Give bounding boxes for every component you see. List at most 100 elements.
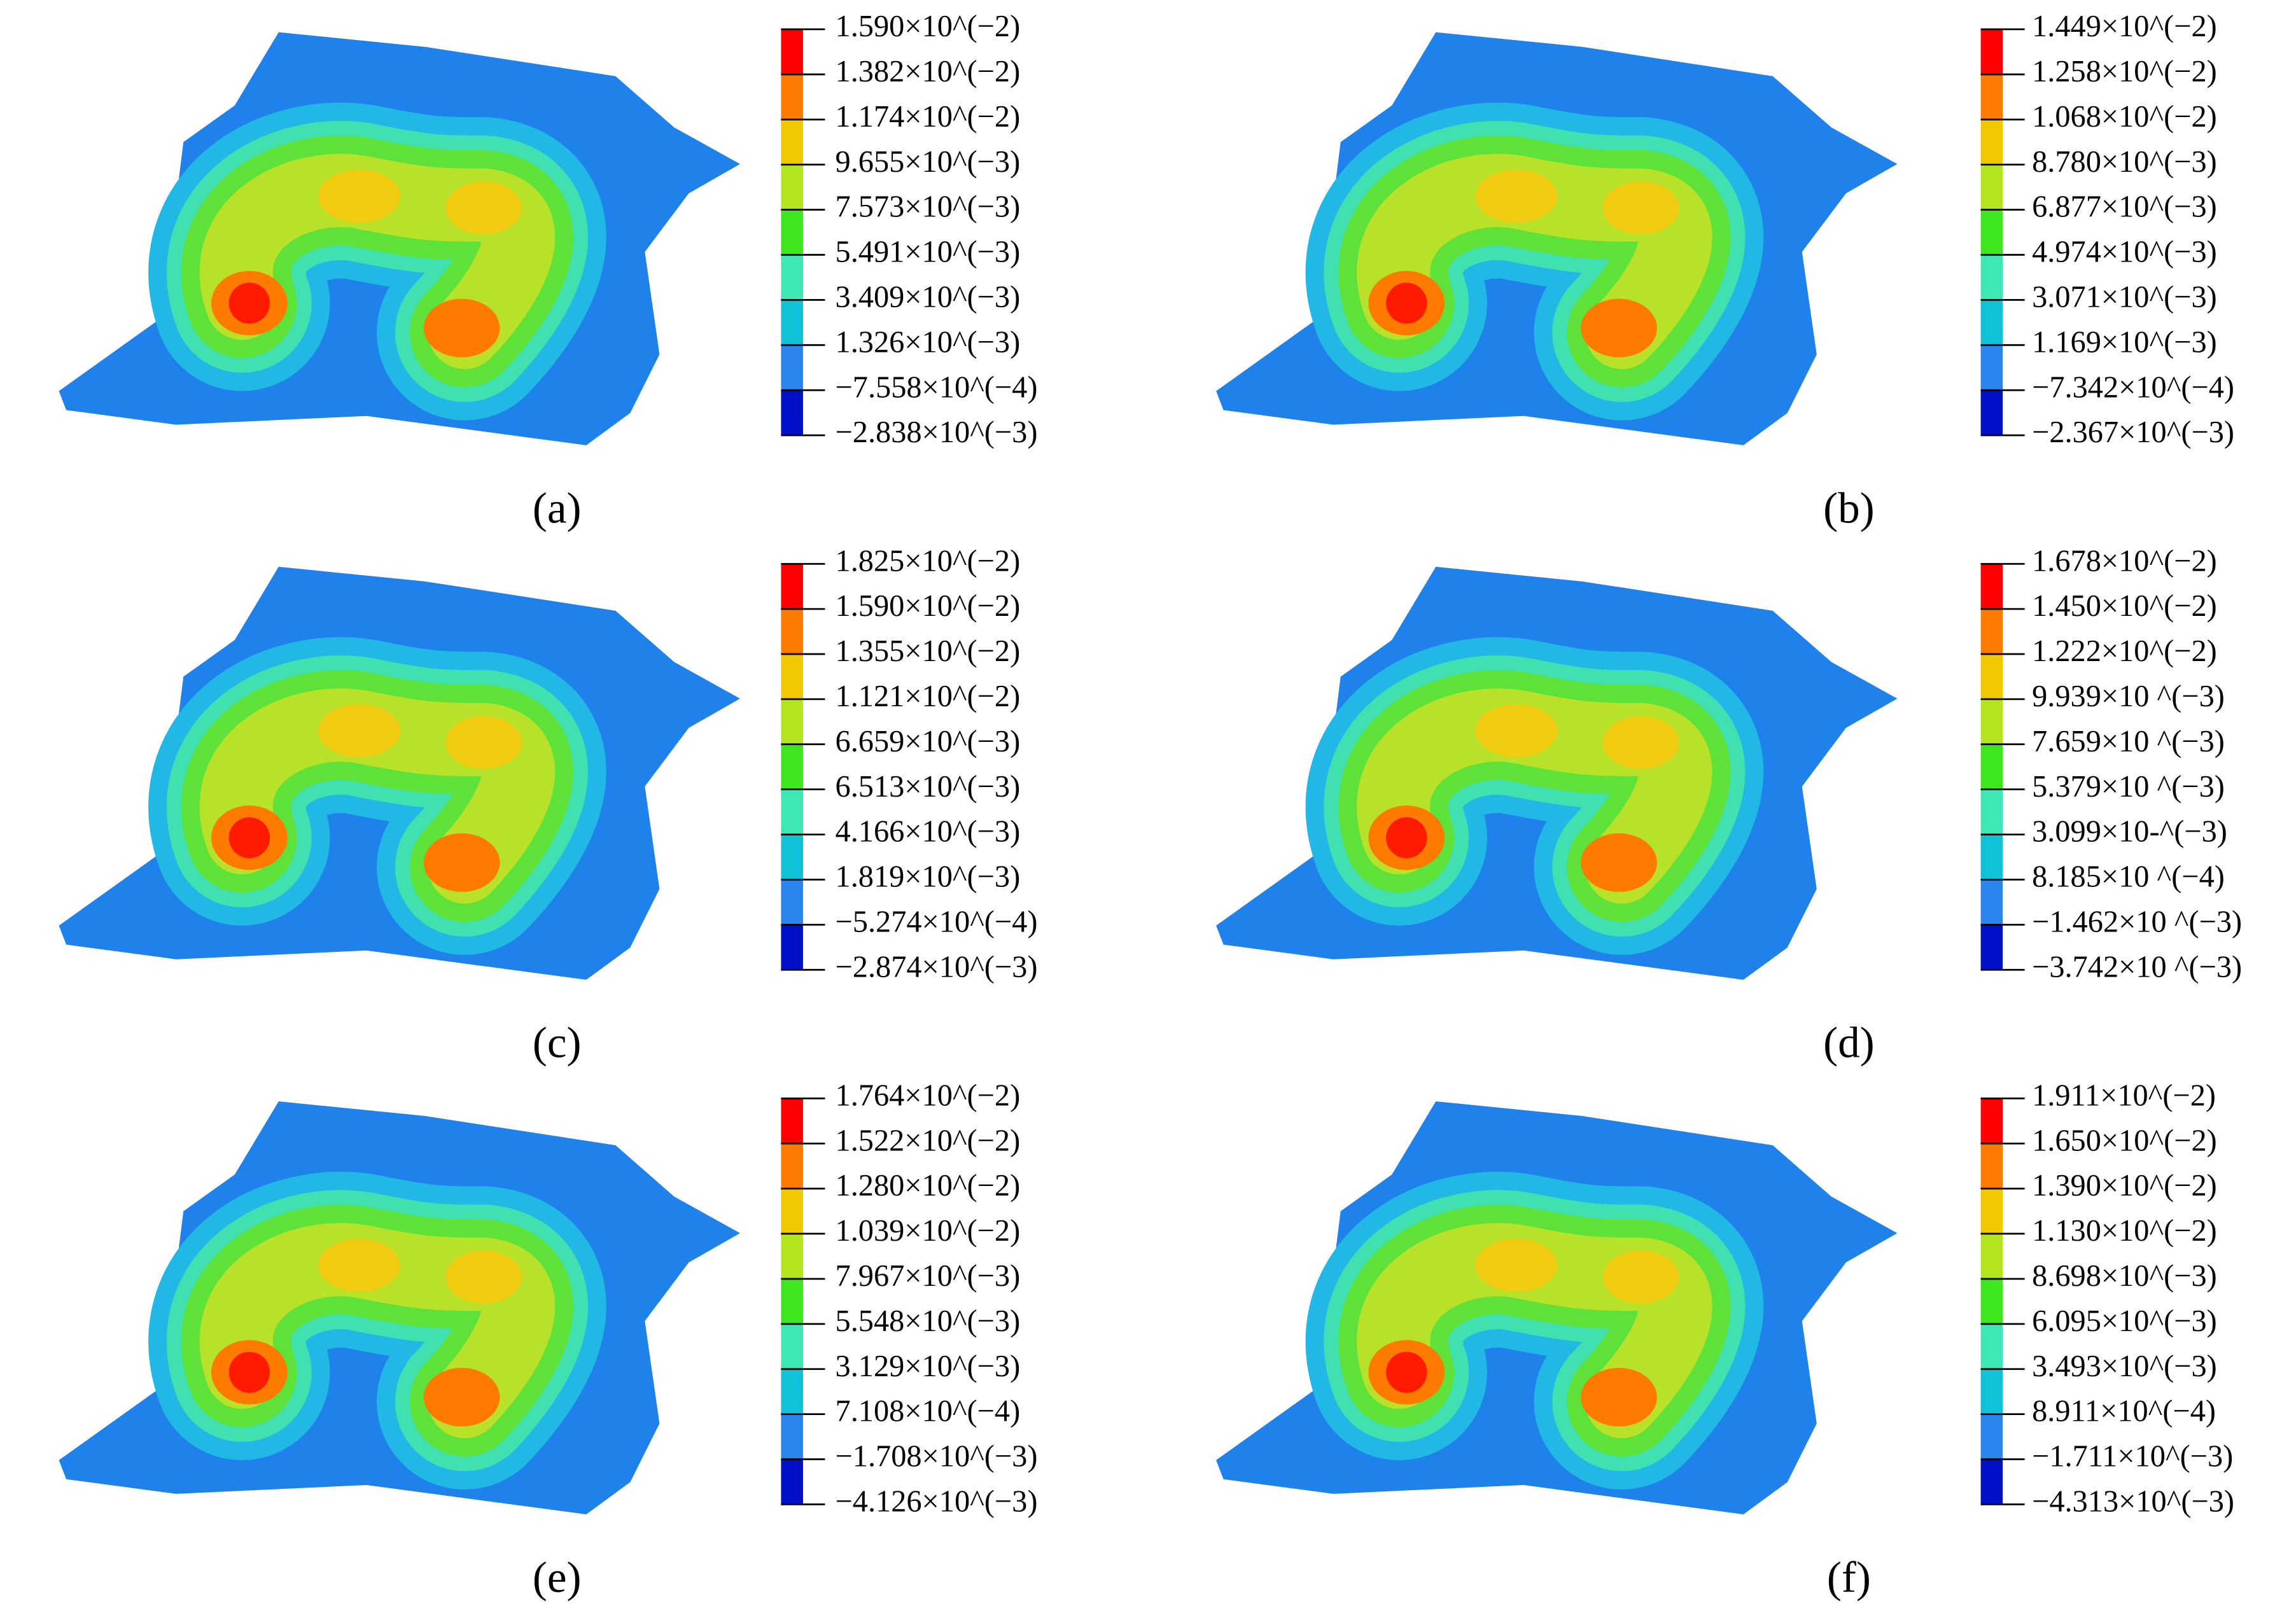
colorbar-segment	[781, 834, 803, 880]
colorbar-label: 1.450×10^(−2)	[2032, 589, 2217, 623]
colorbar-label: −1.711×10^(−3)	[2032, 1440, 2233, 1474]
colorbar-segment	[781, 74, 803, 120]
colorbar-segment	[781, 1234, 803, 1279]
colorbar-segment	[1980, 789, 2003, 835]
colorbar-label: 5.491×10^(−3)	[836, 235, 1021, 269]
colorbar-label: 9.939×10 ^(−3)	[2032, 680, 2225, 713]
colorbar-label: 7.573×10^(−3)	[836, 190, 1021, 224]
colorbar-label: 1.258×10^(−2)	[2032, 55, 2217, 88]
colorbar-label: 1.068×10^(−2)	[2032, 100, 2217, 134]
colorbar-segment	[1980, 1278, 2003, 1324]
colorbar-label: 4.166×10^(−3)	[836, 815, 1021, 849]
colorbar-label: −2.367×10^(−3)	[2032, 415, 2234, 449]
colorbar-segment	[1980, 209, 2003, 255]
colorbar-label: 1.174×10^(−2)	[836, 100, 1021, 134]
panel: 1.590×10^(−2) 1.382×10^(−2) 1.174×10^(−2) 9…	[59, 10, 1038, 532]
colorbar-label: 1.355×10^(−2)	[836, 634, 1021, 668]
panel: 1.678×10^(−2) 1.450×10^(−2) 1.222×10^(−2) 9…	[1216, 544, 2242, 1066]
colorbar-label: −3.742×10 ^(−3)	[2032, 950, 2242, 984]
colorbar-label: −2.838×10^(−3)	[836, 415, 1038, 449]
colorbar-segment	[1980, 699, 2003, 744]
colorbar-segment	[1980, 834, 2003, 880]
colorbar-label: −1.708×10^(−3)	[836, 1440, 1038, 1474]
colorbar-label: 1.130×10^(−2)	[2032, 1214, 2217, 1248]
colorbar-segment	[781, 300, 803, 345]
panel: 1.825×10^(−2) 1.590×10^(−2) 1.355×10^(−2) 1…	[59, 544, 1038, 1067]
colorbar-label: 9.655×10^(−3)	[836, 145, 1021, 179]
colorbar-label: 6.513×10^(−3)	[836, 770, 1021, 804]
panel: 1.764×10^(−2) 1.522×10^(−2) 1.280×10^(−2) 1…	[59, 1078, 1038, 1601]
colorbar-segment	[781, 789, 803, 835]
colorbar-segment	[1980, 1459, 2003, 1505]
colorbar-segment	[781, 255, 803, 300]
panel-caption: (c)	[533, 1018, 582, 1067]
colorbar-segment	[781, 924, 803, 970]
colorbar-segment	[781, 1369, 803, 1414]
colorbar-label: 8.780×10^(−3)	[2032, 145, 2217, 179]
colorbar-label: 5.379×10 ^(−3)	[2032, 770, 2225, 804]
colorbar-label: 1.825×10^(−2)	[836, 544, 1021, 578]
contour-plot	[1216, 567, 1897, 980]
colorbar-label: 3.071×10^(−3)	[2032, 281, 2217, 314]
colorbar-label: 5.548×10^(−3)	[836, 1304, 1021, 1338]
colorbar-label: 3.129×10^(−3)	[836, 1349, 1021, 1383]
colorbar-segment	[781, 1459, 803, 1505]
colorbar-segment	[781, 1189, 803, 1234]
colorbar-label: −7.342×10^(−4)	[2032, 370, 2234, 404]
colorbar-segment	[1980, 879, 2003, 925]
colorbar-segment	[1980, 924, 2003, 970]
colorbar-label: −4.126×10^(−3)	[836, 1485, 1038, 1519]
colorbar-segment	[1980, 255, 2003, 300]
colorbar-segment	[1980, 1098, 2003, 1144]
colorbar-segment	[781, 209, 803, 255]
colorbar-segment	[1980, 29, 2003, 74]
colorbar-label: 3.493×10^(−3)	[2032, 1349, 2217, 1383]
panel-caption: (e)	[533, 1552, 582, 1601]
colorbar-segment	[1980, 1189, 2003, 1234]
colorbar-segment	[1980, 1369, 2003, 1414]
colorbar-segment	[1980, 390, 2003, 436]
colorbar-label: 1.819×10^(−3)	[836, 860, 1021, 894]
colorbar-segment	[1980, 119, 2003, 165]
panel-caption: (d)	[1823, 1018, 1875, 1067]
colorbar-label: 3.099×10-^(−3)	[2032, 815, 2227, 849]
colorbar-label: −2.874×10^(−3)	[836, 950, 1038, 984]
colorbar-segment	[1980, 300, 2003, 345]
colorbar-label: 1.911×10^(−2)	[2032, 1078, 2216, 1112]
colorbar-label: 1.326×10^(−3)	[836, 325, 1021, 359]
colorbar-segment	[781, 564, 803, 610]
colorbar-label: 1.390×10^(−2)	[2032, 1169, 2217, 1203]
colorbar-segment	[1980, 164, 2003, 210]
colorbar-segment	[1980, 609, 2003, 654]
colorbar-label: 6.659×10^(−3)	[836, 725, 1021, 758]
colorbar-label: 1.222×10^(−2)	[2032, 634, 2217, 668]
colorbar-label: 1.449×10^(−2)	[2032, 10, 2217, 43]
colorbar-segment	[781, 1323, 803, 1369]
colorbar-segment	[781, 1278, 803, 1324]
colorbar-segment	[1980, 1143, 2003, 1189]
colorbar-segment	[781, 345, 803, 391]
colorbar-label: 1.280×10^(−2)	[836, 1169, 1021, 1203]
contour-plot	[1216, 32, 1897, 445]
colorbar-segment	[781, 879, 803, 925]
contour-plot	[59, 32, 740, 445]
panel-caption: (f)	[1827, 1552, 1871, 1601]
colorbar-segment	[781, 29, 803, 74]
panel: 1.449×10^(−2) 1.258×10^(−2) 1.068×10^(−2) 8…	[1216, 10, 2234, 532]
colorbar-label: 8.911×10^(−4)	[2032, 1395, 2216, 1428]
colorbar-segment	[1980, 564, 2003, 610]
colorbar-segment	[781, 699, 803, 744]
colorbar-label: 7.108×10^(−4)	[836, 1395, 1021, 1428]
colorbar-label: 4.974×10^(−3)	[2032, 235, 2217, 269]
colorbar-segment	[1980, 345, 2003, 391]
colorbar-segment	[781, 744, 803, 790]
colorbar-label: 6.095×10^(−3)	[2032, 1304, 2217, 1338]
colorbar-label: 1.382×10^(−2)	[836, 55, 1021, 88]
colorbar-label: 1.522×10^(−2)	[836, 1124, 1021, 1157]
colorbar-label: 8.698×10^(−3)	[2032, 1259, 2217, 1293]
colorbar-label: 1.039×10^(−2)	[836, 1214, 1021, 1248]
colorbar-label: 6.877×10^(−3)	[2032, 190, 2217, 224]
colorbar-segment	[781, 1098, 803, 1144]
